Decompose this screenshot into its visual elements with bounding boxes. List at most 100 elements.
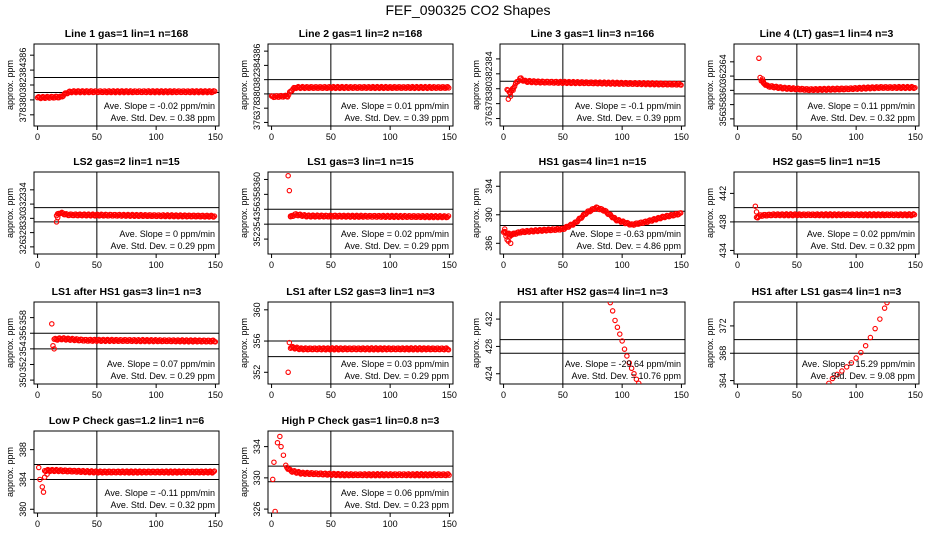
y-tick-label: 362 [718,69,728,84]
chart-title: LS1 after LS2 gas=3 lin=1 n=3 [286,286,435,298]
page-title: FEF_090325 CO2 Shapes [385,2,551,18]
y-axis: 380 384 388 [18,442,34,517]
y-tick-label: 358 [252,187,262,202]
y-tick-label: 352 [252,365,262,380]
slope-annotation: Ave. Slope = -29.64 ppm/min [565,359,681,369]
stddev-annotation: Ave. Std. Dev. = 0.38 ppm [111,113,215,123]
x-tick-label: 150 [442,260,457,270]
x-tick-label: 150 [674,260,689,270]
data-points [35,464,218,495]
data-point [211,88,218,95]
slope-annotation: Ave. Slope = 0.02 ppm/min [807,229,915,239]
x-tick-label: 100 [615,390,630,400]
data-points [34,88,218,102]
stddev-annotation: Ave. Std. Dev. = 0.23 ppm [345,500,449,510]
x-axis: 0 50 100 150 [501,384,689,400]
data-point [633,376,640,382]
x-tick-label: 50 [792,390,802,400]
y-axis: 352 356 360 [252,302,268,380]
data-point [628,365,635,372]
data-point [853,355,859,361]
x-tick-label: 0 [269,519,274,529]
x-tick-label: 0 [35,519,40,529]
x-axis: 0 50 100 150 [35,384,223,400]
chart-panel-5: LS2 gas=2 lin=1 n=15 Ave. Slope = 0 ppm/m… [5,156,223,270]
y-axis: 364 368 372 [718,318,734,388]
data-point [677,210,684,216]
data-point [445,85,452,91]
data-point [445,346,452,353]
data-points [285,172,452,221]
data-point [287,213,294,220]
data-point [619,338,625,344]
x-tick-label: 0 [735,260,740,270]
stddev-annotation: Ave. Std. Dev. = 0.32 ppm [811,113,915,123]
y-axis: 326 330 334 [252,439,268,517]
x-tick-label: 50 [792,132,802,142]
y-axis-label: approx. ppm [5,188,15,238]
y-tick-label: 380 [18,92,28,107]
x-axis: 0 50 100 150 [735,126,923,142]
data-point [35,464,42,471]
x-tick-label: 150 [674,390,689,400]
x-tick-label: 150 [208,260,223,270]
y-tick-label: 424 [484,366,494,381]
plot-frame [499,171,686,255]
data-points [268,83,452,101]
y-axis-label: approx. ppm [5,60,15,110]
slope-annotation: Ave. Slope = 0.02 ppm/min [341,229,449,239]
data-point [872,325,878,332]
data-point [286,339,293,346]
x-axis: 0 50 100 150 [501,126,689,142]
plot-frame [33,301,220,385]
y-tick-label: 360 [252,172,262,187]
slope-annotation: Ave. Slope = 0.06 ppm/min [341,488,449,498]
data-point [49,321,55,327]
y-axis-label: approx. ppm [239,447,249,497]
data-point [912,84,918,91]
x-tick-label: 100 [149,390,164,400]
chart-panel-11: HS1 after HS2 gas=4 lin=1 n=3 Ave. Slope … [471,286,689,400]
chart-title: HS1 after HS2 gas=4 lin=1 n=3 [517,286,668,298]
data-point [617,331,623,337]
x-tick-label: 100 [383,519,398,529]
data-point [829,375,836,382]
stddev-annotation: Ave. Std. Dev. = 4.86 ppm [577,241,681,251]
y-tick-label: 352 [252,232,262,247]
data-point [911,211,918,218]
data-point [210,469,217,475]
data-point [843,364,850,370]
x-tick-label: 0 [501,132,506,142]
y-axis-label: approx. ppm [239,188,249,238]
x-tick-label: 50 [92,519,102,529]
data-points [752,203,918,221]
x-tick-label: 150 [908,390,923,400]
y-axis: 386 390 394 [484,179,500,251]
data-point [37,476,43,483]
x-tick-label: 100 [383,390,398,400]
chart-title: Line 2 gas=1 lin=2 n=168 [299,28,423,40]
data-point [678,82,684,88]
x-tick-label: 50 [92,260,102,270]
plot-frame [499,43,686,127]
y-tick-label: 350 [18,373,28,388]
plot-frame [33,430,220,514]
stddev-annotation: Ave. Std. Dev. = 0.32 ppm [111,500,215,510]
data-point [858,349,864,356]
y-tick-label: 382 [252,72,262,87]
x-tick-label: 0 [35,260,40,270]
x-tick-label: 50 [792,260,802,270]
data-point [834,371,840,378]
stddev-annotation: Ave. Std. Dev. = 0.39 ppm [345,113,449,123]
stddev-annotation: Ave. Std. Dev. = 0.29 ppm [345,371,449,381]
data-points [500,204,684,247]
data-points [49,321,219,352]
x-tick-label: 0 [501,260,506,270]
stddev-annotation: Ave. Std. Dev. = 0.29 ppm [111,241,215,251]
slope-annotation: Ave. Slope = 15.29 ppm/min [802,359,915,369]
stddev-annotation: Ave. Std. Dev. = 10.76 ppm [572,371,681,381]
y-axis: 424 428 432 [484,312,500,381]
data-point [507,93,514,99]
